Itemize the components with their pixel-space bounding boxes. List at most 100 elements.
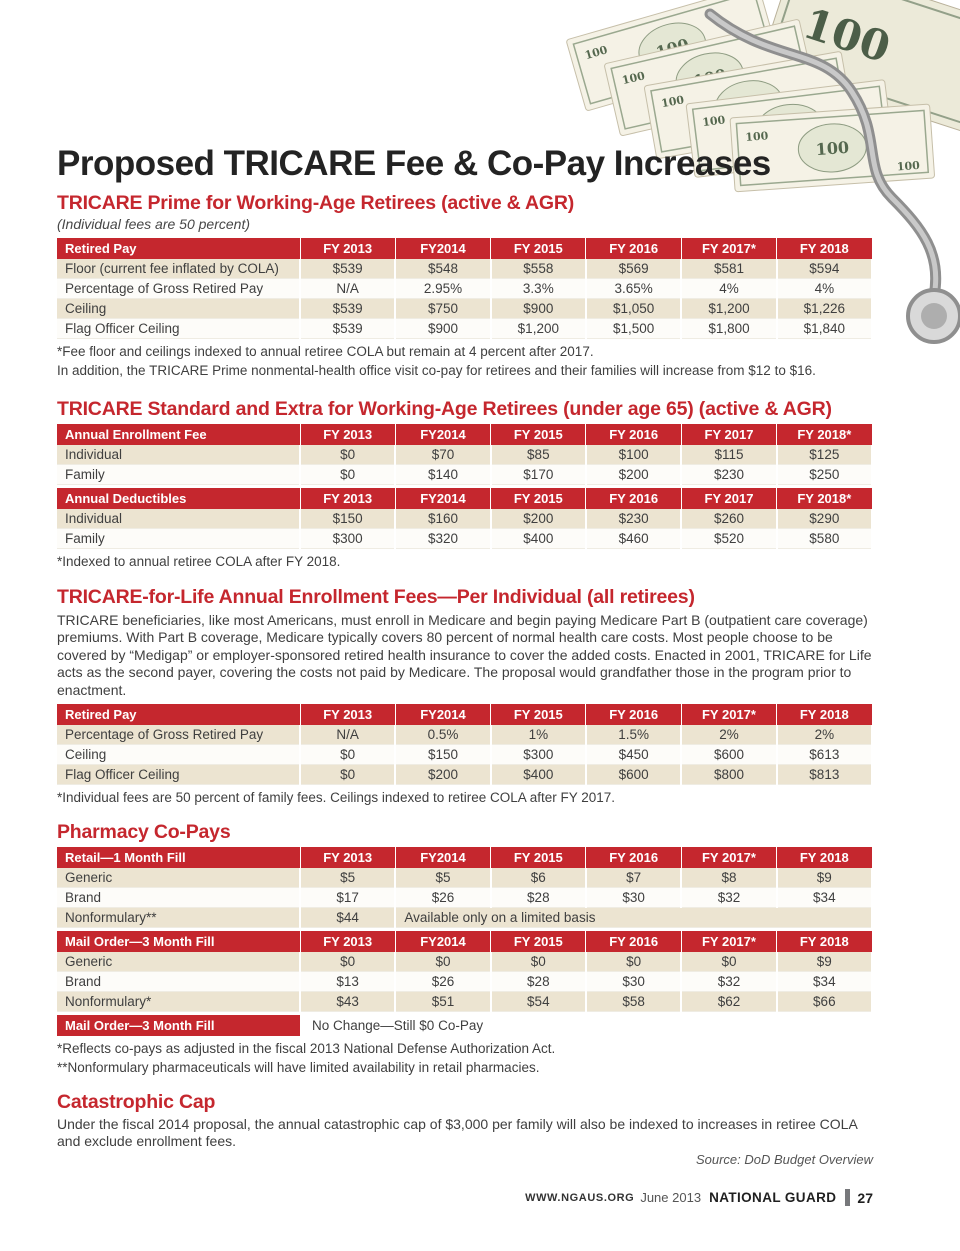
tfl-footnote: *Individual fees are 50 percent of famil… [57,790,616,806]
value-cell: $1,050 [585,298,683,320]
value-cell: 3.3% [490,278,587,300]
table-row: Nonformulary** $44 Available only on a lim… [57,907,873,928]
value-cell: $150 [300,509,397,530]
table-row: Generic $5 $5 $6 $7 $8 $9 [57,868,874,888]
value-cell: 0.5% [395,725,492,746]
table-fy-column-header: FY 2016 [585,488,682,510]
table-fy-column-header: FY 2018 [776,238,873,260]
footer-url: www.ngaus.org [525,1191,635,1204]
value-cell: $0 [300,445,397,466]
value-cell: $54 [490,991,587,1012]
table-row: Percentage of Gross Retired Pay N/A 2.95% 3… [57,278,874,300]
value-cell: $460 [585,528,683,550]
value-cell: $594 [776,259,874,280]
value-cell: $28 [490,971,587,992]
value-cell: $125 [776,445,874,466]
table-fy-column-header: FY 2013 [300,488,396,510]
value-cell: $7 [585,868,683,888]
value-cell: $30 [585,887,683,908]
source-credit: Source: DoD Budget Overview [695,1152,873,1167]
table-fy-column-header: FY 2016 [585,424,682,446]
pharmacy-section-heading: Pharmacy Co-Pays [57,820,231,843]
value-cell: $170 [490,464,587,486]
prime-section-heading: TRICARE Prime for Working-Age Retirees (… [57,191,575,214]
table-row-group-header: Annual Deductibles [57,488,301,510]
table-fy-column-header: FY 2016 [585,847,682,868]
nochange-row-value: No Change—Still $0 Co-Pay [312,1018,484,1033]
value-cell: $140 [395,464,492,486]
row-label-cell: Nonformulary** [57,907,301,928]
value-cell: $290 [776,509,874,530]
table-fy-column-header: FY 2015 [490,238,587,260]
table-fy-column-header: FY 2013 [300,931,396,952]
value-cell: $750 [395,298,492,320]
table-row-group-header: Annual Enrollment Fee [57,424,301,446]
footer-divider [845,1189,851,1206]
pharmacy-footnote-2: **Nonformulary pharmaceuticals will have… [57,1060,540,1076]
deductibles-table: Annual Deductibles FY 2013 FY2014 FY 2015 FY… [57,488,874,550]
table-fy-column-header: FY 2017* [681,931,778,952]
value-cell: 1.5% [585,725,683,746]
row-label-cell: Brand [57,971,301,992]
table-fy-column-header: FY 2018* [776,488,873,510]
value-cell: $400 [490,528,587,550]
value-cell: $200 [585,464,683,486]
section-catastrophic-cap: Catastrophic Cap Under the fiscal 2014 p… [57,1091,873,1151]
tfl-paragraph: TRICARE beneficiaries, like most America… [57,611,872,698]
table-row-group-header: Mail Order—3 Month Fill [57,931,301,952]
value-cell: $34 [776,971,874,992]
tfl-fee-table: Retired Pay FY 2013 FY2014 FY 2015 FY 2016 FY… [57,704,874,786]
value-cell: $1,226 [776,298,874,320]
value-cell: $450 [585,744,683,766]
table-fy-column-header: FY 2017 [681,488,778,510]
prime-footnote-1: *Fee floor and ceilings indexed to annua… [57,344,594,360]
table-row: Nonformulary* $43 $51 $54 $58 $62 $66 [57,991,874,1012]
value-cell: $0 [490,952,587,972]
value-cell: 2% [776,725,874,746]
value-cell: 4% [776,278,874,300]
footer-page-number: 27 [857,1189,873,1206]
value-cell: $0 [300,952,397,972]
table-fy-column-header: FY 2015 [490,704,587,726]
money-stethoscope-illustration: 100 100 100 100 [565,0,960,344]
row-label-cell: Individual [57,445,301,466]
value-cell: $558 [490,259,587,280]
retail-copay-table: Retail—1 Month Fill FY 2013 FY2014 FY 2015 F… [57,847,874,928]
table-fy-column-header: FY 2015 [490,931,587,952]
value-cell: $1,840 [776,318,874,340]
value-cell: 3.65% [585,278,683,300]
table-fy-column-header: FY 2016 [585,238,682,260]
value-cell: $250 [776,464,874,486]
value-cell: $0 [300,464,397,486]
row-label-cell: Ceiling [57,744,301,766]
row-label-cell: Percentage of Gross Retired Pay [57,725,301,746]
row-label-cell: Generic [57,868,301,888]
value-cell: $0 [300,744,397,766]
value-cell: $581 [681,259,778,280]
table-row-group-header: Retired Pay [57,238,301,260]
table-row: Brand $17 $26 $28 $30 $32 $34 [57,887,874,908]
row-label-cell: Flag Officer Ceiling [57,318,301,340]
value-cell: N/A [300,725,397,746]
value-cell: 1% [490,725,587,746]
value-cell: $900 [490,298,587,320]
row-label-cell: Nonformulary* [57,991,301,1012]
mail-order-copay-table: Mail Order—3 Month Fill FY 2013 FY2014 FY 2… [57,931,874,1012]
table-row: Family $0 $140 $170 $200 $230 $250 [57,464,874,486]
value-cell: $32 [681,887,778,908]
value-cell: $9 [776,952,874,972]
row-label-cell: Ceiling [57,298,301,320]
section-tricare-standard: TRICARE Standard and Extra for Working-A… [57,398,874,571]
value-cell: $17 [300,887,397,908]
table-fy-column-header: FY 2016 [585,931,682,952]
table-fy-column-header: FY 2018 [776,931,873,952]
value-cell: $0 [395,952,492,972]
value-cell: $32 [681,971,778,992]
table-row: Floor (current fee inflated by COLA) $539… [57,259,874,280]
table-fy-column-header: FY2014 [395,424,492,446]
value-cell: $58 [585,991,683,1012]
pharmacy-footnote-1: *Reflects co-pays as adjusted in the fis… [57,1041,556,1056]
value-cell: $900 [395,318,492,340]
value-cell: $1,500 [585,318,683,340]
